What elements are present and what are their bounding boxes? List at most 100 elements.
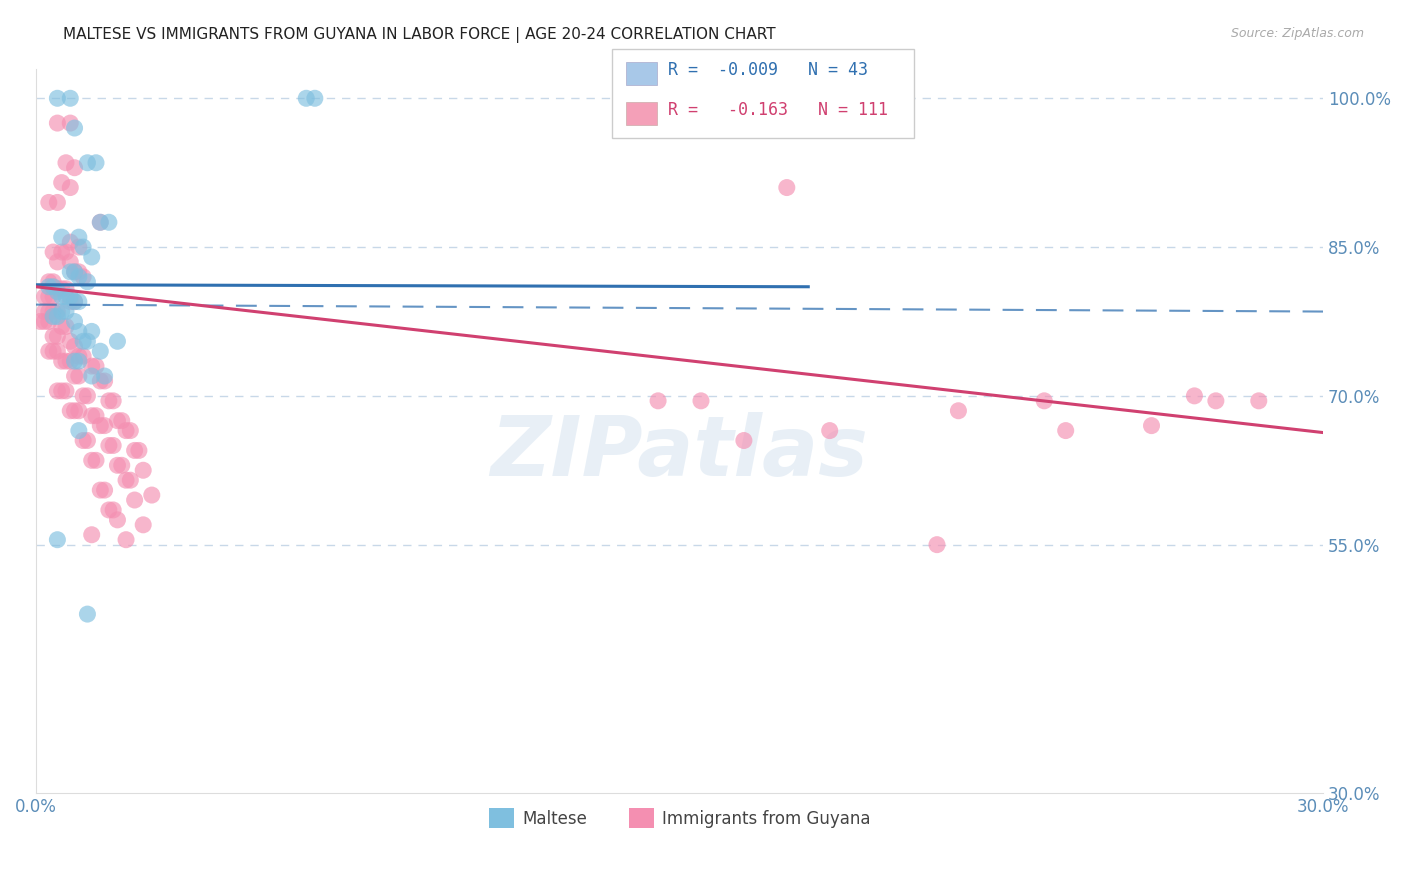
Point (42, 329, 65, 343)
Point (46, 329, 69, 343)
Point (776, 180, 799, 194)
Point (1054, 424, 1077, 438)
Point (141, 488, 163, 502)
Point (46, 255, 69, 269)
Point (76, 275, 98, 289)
Point (72, 334, 94, 349)
Point (1140, 418, 1163, 433)
Point (304, 91, 326, 105)
Point (59, 265, 82, 279)
Point (72, 389, 94, 403)
Point (115, 533, 138, 547)
Point (107, 334, 129, 349)
Point (55, 304, 77, 318)
Point (84, 409, 107, 423)
Point (107, 513, 129, 527)
Point (67, 349, 90, 363)
Point (55, 155, 77, 169)
Point (97, 215, 120, 229)
Point (55, 290, 77, 304)
Point (38, 344, 60, 359)
Point (38, 275, 60, 289)
Point (46, 304, 69, 318)
Point (63, 339, 86, 353)
Point (59, 180, 82, 194)
Point (51, 290, 73, 304)
Point (34, 290, 56, 304)
Point (89, 215, 111, 229)
Point (46, 344, 69, 359)
Point (948, 403, 970, 417)
Text: ZIPatlas: ZIPatlas (491, 412, 869, 492)
Point (63, 354, 86, 368)
Point (107, 458, 129, 473)
Point (51, 354, 73, 368)
Point (72, 434, 94, 448)
Point (55, 282, 77, 296)
Point (89, 374, 111, 388)
Point (120, 424, 142, 438)
Point (1247, 393, 1270, 408)
Point (67, 269, 90, 284)
Point (93, 418, 115, 433)
Point (42, 275, 65, 289)
Point (818, 424, 841, 438)
Point (63, 314, 86, 328)
Point (55, 354, 77, 368)
Point (67, 325, 90, 339)
Point (63, 369, 86, 384)
Point (124, 443, 146, 458)
Point (115, 473, 138, 487)
Point (132, 463, 155, 477)
Point (80, 250, 103, 264)
Point (42, 279, 65, 293)
Point (46, 195, 69, 210)
Point (63, 265, 86, 279)
Point (93, 374, 115, 388)
Point (38, 279, 60, 293)
Point (46, 384, 69, 398)
Point (59, 255, 82, 269)
Text: MALTESE VS IMMIGRANTS FROM GUYANA IN LABOR FORCE | AGE 20-24 CORRELATION CHART: MALTESE VS IMMIGRANTS FROM GUYANA IN LAB… (63, 27, 776, 43)
Point (51, 176, 73, 190)
Point (76, 607, 98, 621)
Point (76, 155, 98, 169)
Point (111, 458, 134, 473)
Point (46, 91, 69, 105)
Point (76, 434, 98, 448)
Point (80, 325, 103, 339)
Point (51, 230, 73, 244)
Point (89, 418, 111, 433)
Point (46, 310, 69, 324)
Point (67, 354, 90, 368)
Point (34, 304, 56, 318)
Point (51, 319, 73, 334)
Text: R =  -0.009   N = 43: R = -0.009 N = 43 (668, 61, 868, 78)
Text: Source: ZipAtlas.com: Source: ZipAtlas.com (1230, 27, 1364, 40)
Point (72, 269, 94, 284)
Point (46, 285, 69, 299)
Point (42, 310, 65, 324)
Point (89, 215, 111, 229)
Point (63, 403, 86, 417)
Point (67, 240, 90, 254)
Point (46, 116, 69, 130)
Point (55, 245, 77, 260)
Point (84, 359, 107, 373)
Point (38, 195, 60, 210)
Legend: Maltese, Immigrants from Guyana: Maltese, Immigrants from Guyana (482, 801, 877, 835)
Point (128, 443, 150, 458)
Point (42, 304, 65, 318)
Point (63, 294, 86, 309)
Text: R =   -0.163   N = 111: R = -0.163 N = 111 (668, 101, 887, 119)
Point (97, 438, 120, 452)
Point (67, 403, 90, 417)
Point (97, 503, 120, 517)
Point (97, 393, 120, 408)
Point (72, 349, 94, 363)
Point (46, 533, 69, 547)
Point (42, 245, 65, 260)
Point (80, 359, 103, 373)
Point (80, 453, 103, 467)
Point (51, 245, 73, 260)
